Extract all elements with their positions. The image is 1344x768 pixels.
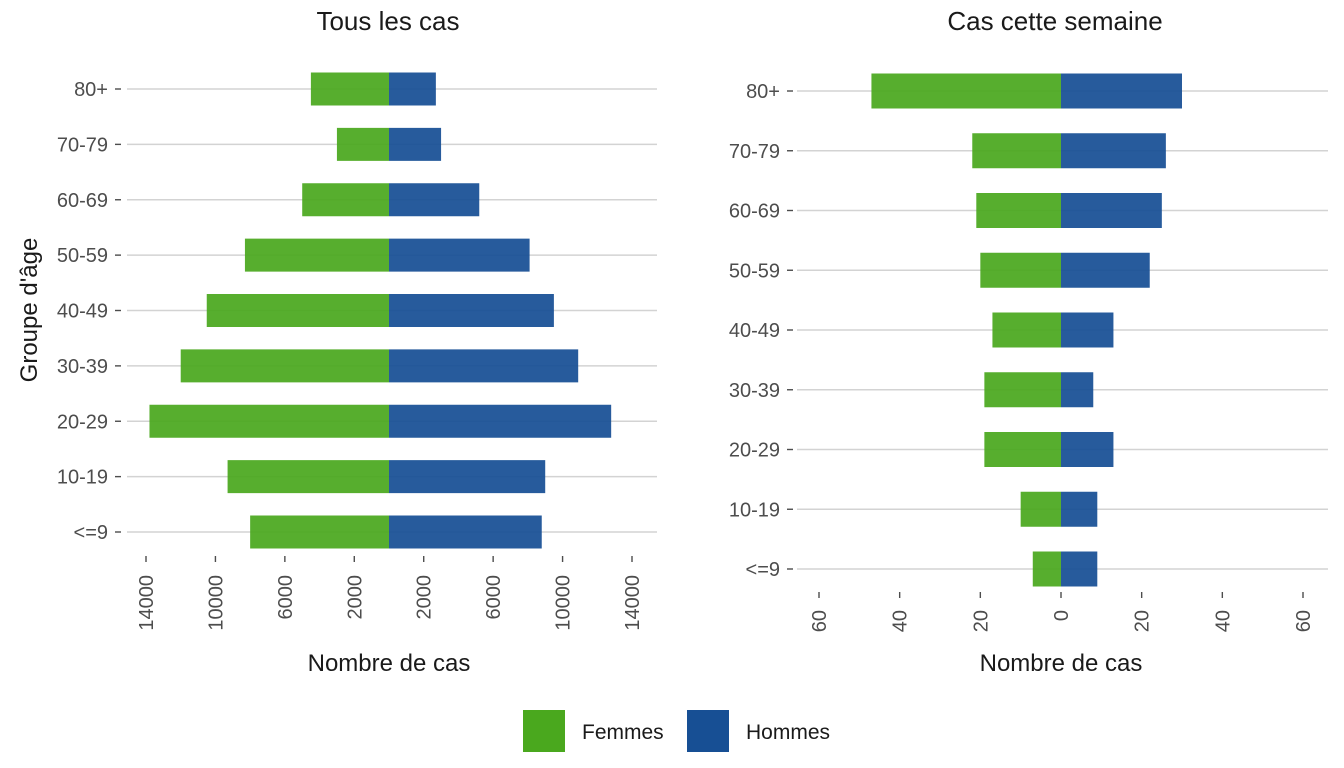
y-tick-label-20-29: 20-29 [57,411,108,433]
bar-femmes-70-79 [336,127,389,161]
x-axis-title: Nombre de cas [980,650,1143,677]
y-tick-label-80: 80+ [74,79,108,101]
x-tick-label: 20 [970,610,992,632]
x-tick-label: 14000 [136,575,158,631]
x-tick-label: 6000 [275,575,297,620]
legend-swatch-femmes [523,710,565,752]
bar-hommes-50-59 [389,238,530,272]
bar-femmes-60-69 [976,193,1061,228]
x-tick-label: 14000 [622,575,644,631]
x-tick-label: 10000 [205,575,227,631]
bar-hommes-40-49 [1061,312,1114,348]
legend-label-hommes: Hommes [746,721,830,744]
bar-hommes-30-39 [1061,372,1094,408]
bar-hommes-9 [389,515,542,549]
bar-hommes-30-39 [389,349,579,383]
legend-swatch-hommes [687,710,729,752]
bar-femmes-30-39 [180,349,389,383]
x-tick-label: 2000 [414,575,436,620]
y-tick-label-70-79: 70-79 [57,134,108,156]
bar-hommes-10-19 [389,460,546,494]
bar-femmes-50-59 [244,238,389,272]
bar-hommes-50-59 [1061,252,1150,288]
bar-femmes-20-29 [984,432,1061,467]
x-tick-label: 40 [1212,610,1234,632]
x-tick-label: 0 [1051,610,1073,621]
bar-femmes-20-29 [149,404,389,438]
bar-femmes-50-59 [980,252,1061,288]
y-tick-label-60-69: 60-69 [57,190,108,212]
x-tick-label: 60 [809,610,831,632]
y-tick-label-30-39: 30-39 [57,356,108,378]
legend: Femmes Hommes [523,710,830,752]
panel-title: Tous les cas [316,6,459,36]
y-tick-label-50-59: 50-59 [57,245,108,267]
bar-hommes-9 [1061,551,1098,587]
panel-tous-les-cas: Tous les cas <=9 10-19 20-29 30-39 40-49 50-59… [57,6,657,677]
bar-hommes-60-69 [389,183,480,217]
x-tick-label: 10000 [553,575,575,631]
bar-hommes-70-79 [389,127,442,161]
bar-femmes-70-79 [972,133,1061,169]
y-tick-label-50-59: 50-59 [729,260,780,282]
panel-cas-cette-semaine: Cas cette semaine <=9 10-19 20-29 30-39 40-49… [729,6,1328,677]
bar-femmes-40-49 [992,312,1061,348]
bar-hommes-10-19 [1061,491,1098,527]
bar-hommes-20-29 [1061,432,1114,467]
x-tick-label: 6000 [483,575,505,620]
panel-title: Cas cette semaine [947,6,1162,36]
y-tick-label-70-79: 70-79 [729,141,780,163]
bar-femmes-80 [310,72,389,106]
y-tick-label-9: <=9 [746,559,780,581]
legend-label-femmes: Femmes [582,721,664,744]
y-axis-title: Groupe d'âge [16,238,43,383]
bar-femmes-10-19 [227,460,389,494]
y-tick-label-20-29: 20-29 [729,440,780,462]
y-tick-label-40-49: 40-49 [57,301,108,323]
y-tick-label-9: <=9 [74,522,108,544]
x-tick-label: 60 [1293,610,1315,632]
bar-femmes-10-19 [1020,491,1061,527]
x-axis-title: Nombre de cas [308,650,471,677]
bar-femmes-9 [1032,551,1061,587]
bar-hommes-80 [1061,73,1182,109]
bar-femmes-80 [871,73,1061,109]
bar-hommes-60-69 [1061,193,1162,228]
bar-hommes-70-79 [1061,133,1166,169]
y-tick-label-60-69: 60-69 [729,201,780,223]
bar-femmes-60-69 [302,183,389,217]
bar-femmes-40-49 [206,294,389,327]
y-tick-label-80: 80+ [746,81,780,103]
y-tick-label-40-49: 40-49 [729,320,780,342]
y-tick-label-10-19: 10-19 [57,467,108,489]
bar-femmes-30-39 [984,372,1061,408]
y-tick-label-10-19: 10-19 [729,499,780,521]
x-tick-label: 2000 [344,575,366,620]
bar-hommes-80 [389,72,436,106]
bar-hommes-20-29 [389,404,612,438]
bar-hommes-40-49 [389,294,554,327]
x-tick-label: 40 [890,610,912,632]
bar-femmes-9 [250,515,389,549]
y-tick-label-30-39: 30-39 [729,380,780,402]
x-tick-label: 20 [1132,610,1154,632]
